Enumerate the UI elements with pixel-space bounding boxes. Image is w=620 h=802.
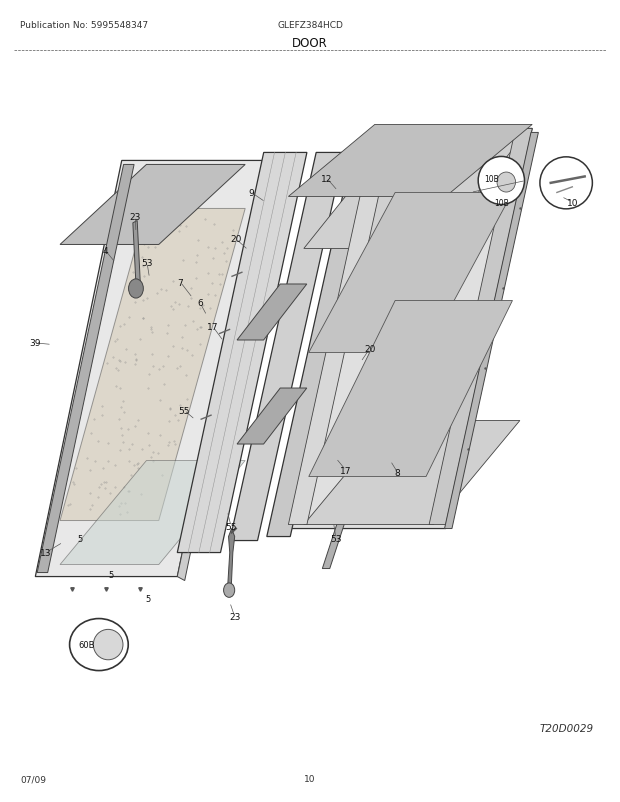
Polygon shape	[133, 221, 140, 286]
Text: 23: 23	[130, 213, 141, 221]
Text: GLEFZ384HCD: GLEFZ384HCD	[277, 22, 343, 30]
Polygon shape	[230, 153, 344, 541]
Ellipse shape	[94, 630, 123, 660]
Text: 5: 5	[108, 570, 114, 579]
Polygon shape	[288, 129, 532, 529]
Polygon shape	[237, 285, 307, 341]
Text: 17: 17	[340, 466, 352, 475]
Polygon shape	[304, 421, 520, 525]
Circle shape	[128, 280, 143, 298]
Text: 53: 53	[141, 259, 153, 268]
Text: 55: 55	[225, 522, 237, 531]
Polygon shape	[429, 129, 532, 525]
Text: 20: 20	[230, 235, 242, 244]
Polygon shape	[237, 388, 307, 444]
Text: 17: 17	[207, 323, 219, 332]
Polygon shape	[177, 153, 307, 553]
Polygon shape	[288, 129, 393, 525]
Polygon shape	[35, 161, 264, 577]
Text: 10: 10	[567, 198, 578, 207]
Text: Publication No: 5995548347: Publication No: 5995548347	[20, 22, 148, 30]
Polygon shape	[322, 305, 416, 569]
Polygon shape	[288, 125, 532, 197]
Text: 12: 12	[321, 174, 332, 184]
Polygon shape	[445, 133, 538, 529]
Text: 6: 6	[197, 299, 203, 308]
Text: 5: 5	[146, 595, 151, 604]
Ellipse shape	[69, 619, 128, 670]
Text: 4: 4	[102, 246, 108, 255]
Polygon shape	[37, 165, 134, 573]
Text: DOOR: DOOR	[292, 38, 328, 51]
Circle shape	[224, 583, 235, 597]
Polygon shape	[60, 461, 245, 565]
Text: 60B: 60B	[78, 640, 95, 650]
Ellipse shape	[540, 158, 592, 209]
Text: 7: 7	[177, 278, 184, 287]
Text: 39: 39	[30, 339, 41, 348]
Ellipse shape	[497, 172, 516, 192]
Text: 10: 10	[304, 774, 316, 783]
Text: 5: 5	[78, 534, 83, 543]
Polygon shape	[267, 149, 377, 537]
Polygon shape	[228, 529, 235, 593]
Ellipse shape	[478, 157, 525, 205]
Text: 55: 55	[179, 406, 190, 415]
Text: 10B: 10B	[484, 174, 499, 184]
Text: 23: 23	[229, 612, 241, 622]
Text: 20: 20	[364, 345, 376, 354]
Text: T20D0029: T20D0029	[540, 723, 594, 733]
Polygon shape	[304, 141, 520, 249]
Polygon shape	[309, 193, 513, 353]
Text: 53: 53	[330, 534, 342, 543]
Polygon shape	[60, 165, 245, 245]
Text: 07/09: 07/09	[20, 774, 46, 783]
Polygon shape	[177, 161, 271, 581]
Text: 10B: 10B	[494, 198, 509, 207]
Polygon shape	[309, 301, 513, 477]
Text: 8: 8	[395, 468, 401, 477]
Text: 13: 13	[40, 549, 51, 557]
Polygon shape	[60, 209, 245, 520]
Text: 9: 9	[249, 188, 254, 198]
